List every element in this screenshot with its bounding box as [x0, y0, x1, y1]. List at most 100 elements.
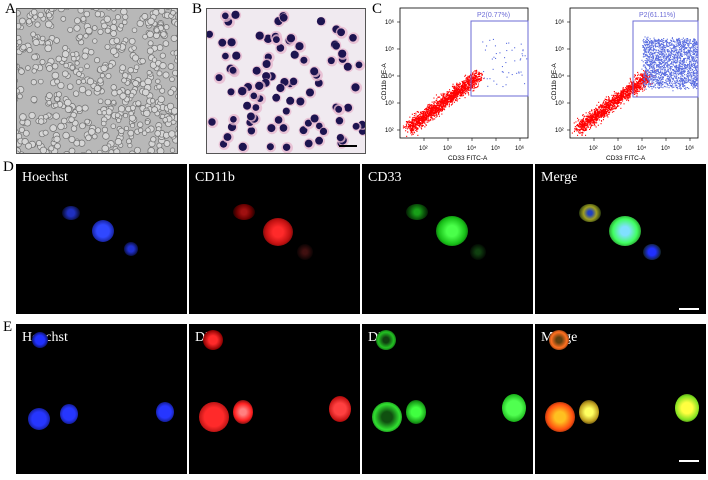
event — [612, 97, 614, 99]
event — [638, 88, 640, 90]
event — [453, 99, 455, 101]
cell — [176, 34, 177, 37]
event — [593, 110, 595, 112]
event — [583, 129, 585, 131]
event — [457, 83, 459, 85]
event — [595, 120, 597, 122]
event — [676, 60, 678, 62]
event — [466, 81, 468, 83]
event — [658, 76, 660, 78]
event — [441, 108, 443, 110]
event — [417, 134, 419, 136]
event — [658, 87, 660, 89]
cell — [62, 131, 70, 140]
event — [412, 132, 414, 134]
event — [405, 124, 407, 126]
cell — [121, 19, 128, 26]
event — [435, 108, 437, 110]
stained-cell — [213, 72, 226, 84]
event — [656, 55, 658, 57]
cell — [30, 9, 38, 16]
event — [612, 101, 614, 103]
event — [656, 82, 658, 84]
event — [647, 77, 649, 79]
event — [613, 107, 615, 109]
event — [477, 73, 479, 75]
event — [605, 103, 607, 105]
event — [446, 91, 448, 93]
event — [655, 72, 657, 74]
cell — [22, 129, 30, 137]
event — [428, 119, 430, 121]
event — [693, 39, 695, 41]
event — [647, 80, 649, 82]
event — [603, 109, 605, 111]
event — [684, 40, 686, 42]
event — [644, 81, 646, 83]
event — [590, 121, 592, 123]
event — [456, 94, 458, 96]
event — [416, 129, 418, 131]
event — [677, 41, 679, 43]
event — [647, 38, 649, 40]
event — [464, 89, 466, 91]
event — [661, 72, 663, 74]
event — [460, 88, 462, 90]
cell — [121, 77, 127, 84]
event — [463, 84, 465, 86]
event — [433, 114, 435, 116]
event — [627, 95, 629, 97]
event — [436, 107, 438, 109]
event — [608, 106, 610, 108]
stained-cell — [265, 142, 277, 153]
cell — [163, 24, 170, 31]
event — [639, 81, 641, 83]
event — [435, 116, 437, 118]
event — [415, 112, 417, 114]
event — [467, 88, 469, 90]
stained-cell — [250, 102, 263, 114]
event — [624, 89, 626, 91]
event — [651, 44, 653, 46]
cell — [70, 51, 76, 57]
stained-cell — [289, 77, 299, 87]
brightfield-cells — [17, 9, 177, 153]
event — [607, 101, 609, 103]
event — [695, 78, 697, 80]
event — [618, 99, 620, 101]
event — [626, 95, 628, 97]
event — [621, 98, 623, 100]
event — [665, 79, 667, 81]
event — [522, 50, 524, 52]
event — [637, 80, 639, 82]
event — [636, 89, 638, 91]
event — [593, 111, 595, 113]
event — [627, 99, 629, 101]
event — [669, 69, 671, 71]
event — [444, 98, 446, 100]
stained-cell — [248, 90, 260, 102]
event — [461, 81, 463, 83]
event — [421, 118, 423, 120]
event — [501, 66, 503, 68]
event — [629, 95, 631, 97]
cell — [116, 117, 122, 123]
event — [692, 44, 694, 46]
event — [653, 72, 655, 74]
event — [465, 81, 467, 83]
event — [695, 41, 697, 43]
event — [416, 124, 418, 126]
event — [482, 41, 484, 43]
x-tick-label: 10⁶ — [515, 145, 525, 152]
event — [471, 77, 473, 79]
event — [434, 106, 436, 108]
event — [694, 60, 696, 62]
event — [673, 62, 675, 64]
cell — [147, 17, 155, 25]
event — [443, 99, 445, 101]
event — [446, 102, 448, 104]
event — [690, 82, 692, 84]
event — [627, 88, 629, 90]
event — [411, 118, 413, 120]
event — [583, 126, 585, 128]
